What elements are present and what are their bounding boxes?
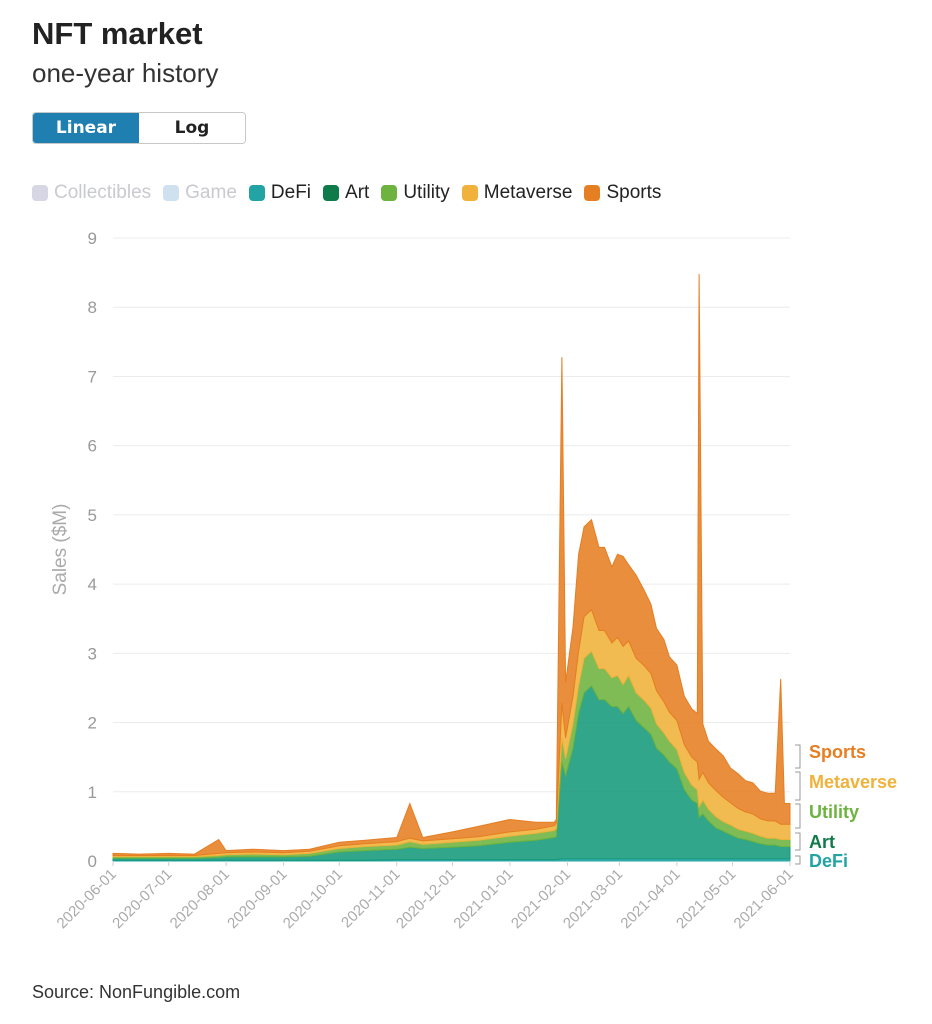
y-tick-label: 9 [88,229,97,248]
legend-label-game: Game [185,182,237,203]
chart-subtitle: one-year history [32,58,219,88]
end-label-bracket [795,832,801,851]
y-tick-label: 2 [88,714,97,733]
sports-swatch-icon [584,185,601,201]
end-label-sports: Sports [809,742,866,762]
scale-toggle: Linear Log [32,112,246,144]
x-tick-label: 2021-05-01 [673,866,739,932]
legend-item-defi[interactable]: DeFi [248,182,312,204]
end-label-utility: Utility [809,802,859,822]
legend-label-sports: Sports [606,182,662,203]
end-label-metaverse: Metaverse [809,772,897,792]
legend-label-collectibles: Collectibles [54,182,152,203]
legend-label-art: Art [345,182,370,203]
y-tick-label: 6 [88,437,97,456]
legend-label-utility: Utility [403,182,450,203]
legend-item-utility[interactable]: Utility [381,182,450,204]
source-note: Source: NonFungible.com [32,982,241,1002]
area-series-sports [112,273,791,856]
y-tick-label: 1 [88,783,97,802]
y-tick-label: 8 [88,298,97,317]
x-tick-label: 2021-01-01 [450,866,516,932]
metaverse-swatch-icon [461,185,478,201]
x-tick-label: 2021-06-01 [731,866,797,932]
x-tick-label: 2020-07-01 [109,866,175,932]
end-label-bracket [795,803,801,829]
y-tick-label: 3 [88,644,97,663]
end-label-defi: DeFi [809,851,848,871]
legend-item-collectibles[interactable]: Collectibles [32,182,151,204]
y-tick-label: 5 [88,506,97,525]
y-tick-label: 0 [88,852,97,871]
legend-item-sports[interactable]: Sports [584,182,661,204]
art-swatch-icon [323,185,340,201]
legend-label-defi: DeFi [270,182,312,203]
log-button[interactable]: Log [139,113,245,143]
x-tick-label: 2020-08-01 [167,866,233,932]
end-label-bracket [795,744,801,769]
game-swatch-icon [163,185,180,201]
y-tick-label: 7 [88,367,97,386]
collectibles-swatch-icon [32,185,48,201]
chart-title: NFT market [32,16,203,51]
x-tick-label: 2020-10-01 [280,866,346,932]
legend-item-game[interactable]: Game [163,182,237,204]
linear-button[interactable]: Linear [33,113,139,143]
utility-swatch-icon [381,185,398,201]
end-label-bracket [795,771,801,801]
x-tick-label: 2020-12-01 [393,866,459,932]
legend-label-metaverse: Metaverse [483,182,573,203]
defi-swatch-icon [248,185,265,201]
y-axis-label: Sales ($M) [50,504,71,596]
legend-item-art[interactable]: Art [323,182,369,204]
end-label-art: Art [809,832,835,852]
y-tick-label: 4 [88,575,97,594]
end-label-bracket [795,855,801,865]
legend: Collectibles Game DeFi Art Utility Metav… [32,180,673,206]
legend-item-metaverse[interactable]: Metaverse [461,182,573,204]
